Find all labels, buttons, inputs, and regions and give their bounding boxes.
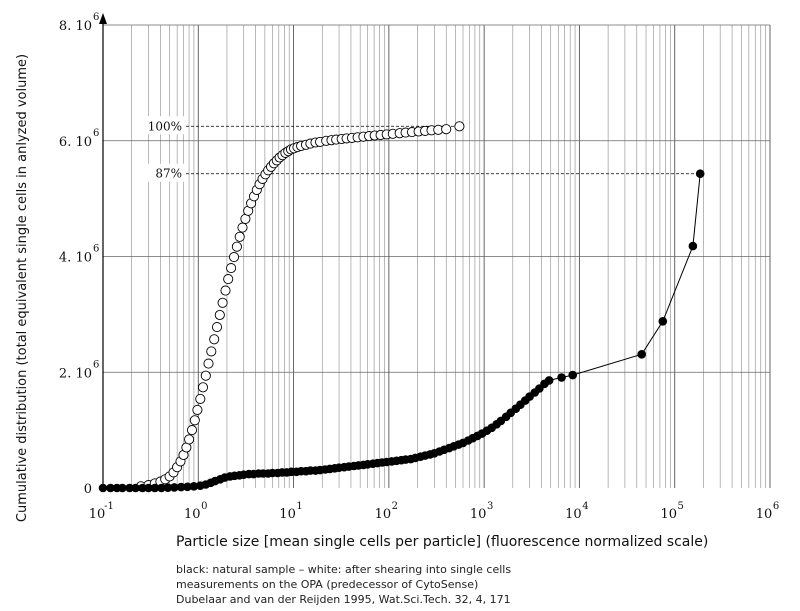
y-tick-exponent: 6 — [93, 12, 99, 23]
x-tick-label: 10 — [565, 507, 582, 522]
data-point — [557, 373, 566, 382]
x-tick-label: 10 — [375, 507, 392, 522]
data-point — [441, 124, 452, 135]
data-point — [195, 393, 206, 404]
data-point — [203, 358, 214, 369]
data-point — [186, 425, 198, 436]
data-point — [217, 297, 228, 308]
x-tick-exponent: -1 — [104, 501, 114, 512]
x-tick-exponent: 6 — [773, 501, 779, 512]
y-tick-label: 2. 10 — [59, 366, 92, 381]
x-tick-exponent: 0 — [201, 501, 207, 512]
data-point — [454, 121, 465, 132]
y-tick-exponent: 6 — [93, 359, 99, 370]
x-tick-label: 10 — [184, 507, 201, 522]
y-tick-label: 0 — [84, 482, 92, 497]
y-tick-label: 4. 10 — [59, 251, 92, 266]
data-series — [98, 121, 705, 493]
y-tick-exponent: 6 — [93, 128, 99, 139]
x-tick-exponent: 5 — [678, 501, 684, 512]
data-point — [209, 334, 220, 345]
x-axis-label: Particle size [mean single cells per par… — [176, 534, 709, 550]
annotation-label: 100% — [148, 119, 182, 133]
y-tick-label: 8. 10 — [59, 19, 92, 34]
y-axis-arrow — [99, 13, 107, 24]
caption-line-1: black: natural sample – white: after she… — [176, 563, 512, 576]
data-point — [220, 285, 231, 296]
data-point — [200, 370, 211, 381]
data-point — [688, 241, 698, 251]
data-point — [544, 376, 554, 385]
annotation-label: 87% — [155, 167, 182, 181]
data-point — [189, 415, 200, 426]
x-tick-exponent: 1 — [296, 501, 302, 512]
axes — [99, 13, 107, 488]
x-tick-label: 10 — [279, 507, 296, 522]
data-point — [211, 322, 223, 333]
data-point — [568, 370, 578, 380]
data-point — [192, 404, 203, 415]
x-tick-label: 10 — [89, 507, 106, 522]
data-point — [658, 316, 668, 326]
data-point — [214, 309, 225, 321]
data-point — [228, 252, 240, 263]
data-point — [197, 382, 209, 393]
data-point — [637, 349, 647, 359]
x-tick-label: 10 — [756, 507, 773, 522]
data-point — [206, 346, 217, 357]
series-white-sheared — [135, 121, 465, 492]
y-axis-label: Cumulative distribution (total equivalen… — [15, 54, 30, 522]
data-point — [118, 483, 127, 493]
series-black-natural — [98, 169, 705, 493]
x-tick-exponent: 4 — [582, 501, 588, 512]
x-tick-label: 10 — [660, 507, 677, 522]
annotation-label-bg — [138, 116, 186, 135]
data-point — [226, 263, 237, 274]
data-point — [231, 241, 242, 252]
x-tick-exponent: 3 — [487, 501, 493, 512]
data-point — [184, 434, 195, 445]
x-tick-label: 10 — [470, 507, 487, 522]
data-point — [234, 231, 245, 242]
data-point — [98, 483, 108, 493]
caption-line-3: Dubelaar and van der Reijden 1995, Wat.S… — [176, 593, 511, 606]
data-point — [695, 169, 705, 178]
y-tick-exponent: 6 — [93, 244, 99, 255]
x-tick-exponent: 2 — [392, 501, 398, 512]
data-point — [223, 274, 234, 285]
caption-line-2: measurements on the OPA (predecessor of … — [176, 578, 479, 591]
annotations: 100% 87% — [138, 116, 701, 182]
data-point — [237, 222, 248, 233]
figure-caption: black: natural sample – white: after she… — [176, 562, 511, 607]
y-tick-label: 6. 10 — [59, 135, 92, 150]
grid-lines — [102, 24, 771, 488]
annotation-label-bg — [138, 163, 186, 182]
